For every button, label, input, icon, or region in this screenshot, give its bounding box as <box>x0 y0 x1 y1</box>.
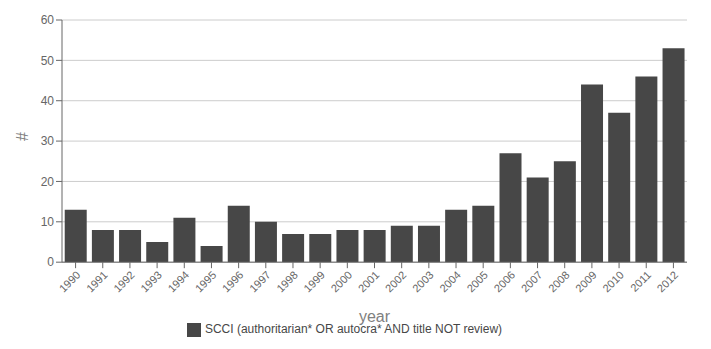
svg-text:1999: 1999 <box>301 269 327 295</box>
svg-text:1991: 1991 <box>84 269 110 295</box>
html-text:SCCI (authoritarian* OR autocr: SCCI (authoritarian* OR autocra* AND tit… <box>204 322 503 337</box>
svg-text:1996: 1996 <box>220 269 246 295</box>
svg-text:2007: 2007 <box>519 269 545 295</box>
svg-text:2003: 2003 <box>410 269 436 295</box>
svg-text:1998: 1998 <box>274 269 300 295</box>
svg-text:2011: 2011 <box>628 269 653 294</box>
svg-text:year: year <box>359 308 391 325</box>
svg-text:10: 10 <box>41 215 55 229</box>
svg-text:2009: 2009 <box>573 269 599 295</box>
svg-text:1995: 1995 <box>193 269 219 295</box>
svg-text:2001: 2001 <box>356 269 382 295</box>
svg-text:2012: 2012 <box>655 269 681 295</box>
svg-text:0: 0 <box>47 255 54 269</box>
svg-text:2005: 2005 <box>464 269 490 295</box>
svg-text:2004: 2004 <box>437 269 463 295</box>
svg-text:50: 50 <box>41 54 55 68</box>
svg-text:#: # <box>14 132 31 141</box>
svg-text:1993: 1993 <box>138 269 164 295</box>
svg-text:1997: 1997 <box>247 269 273 295</box>
svg-text:1990: 1990 <box>57 269 83 295</box>
svg-text:1992: 1992 <box>111 269 137 295</box>
svg-text:40: 40 <box>41 94 55 108</box>
svg-text:2002: 2002 <box>383 269 409 295</box>
svg-text:2008: 2008 <box>546 269 572 295</box>
svg-text:60: 60 <box>41 13 55 27</box>
svg-text:20: 20 <box>41 175 55 189</box>
svg-text:2006: 2006 <box>492 269 518 295</box>
svg-text:2000: 2000 <box>328 269 354 295</box>
svg-text:1994: 1994 <box>165 269 191 295</box>
svg-text:2010: 2010 <box>600 269 626 295</box>
svg-text:30: 30 <box>41 134 55 148</box>
